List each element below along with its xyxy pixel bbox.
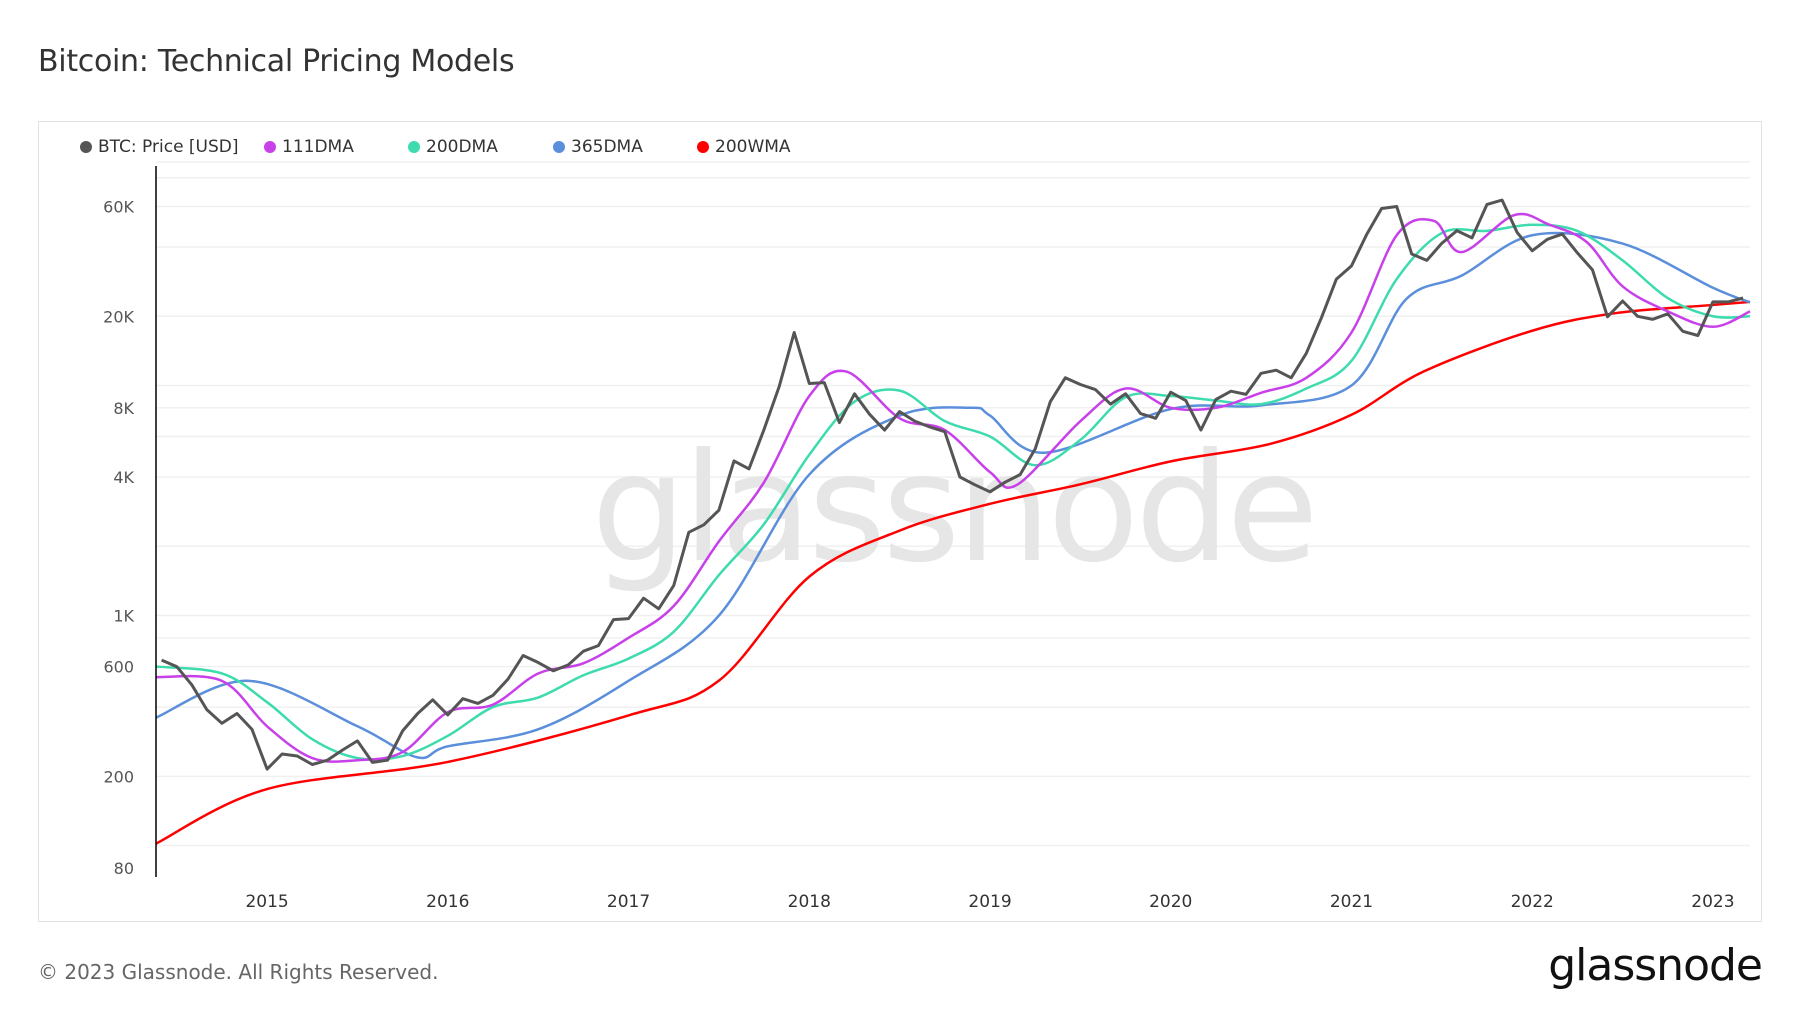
chart-panel — [38, 121, 1762, 922]
legend-item-200wma[interactable]: 200WMA — [697, 137, 791, 157]
series-200wma-line — [155, 300, 1751, 845]
x-tick-label: 2016 — [426, 892, 469, 912]
y-tick-label: 200 — [103, 767, 134, 786]
legend-dot-icon — [80, 141, 92, 153]
legend-item-111dma[interactable]: 111DMA — [264, 137, 408, 157]
x-tick-label: 2018 — [788, 892, 831, 912]
y-tick-label: 80 — [114, 859, 134, 878]
legend-item-200dma[interactable]: 200DMA — [408, 137, 553, 157]
legend-dot-icon — [408, 141, 420, 153]
x-tick-label: 2023 — [1691, 892, 1734, 912]
y-tick-label: 600 — [103, 658, 134, 677]
legend-label: BTC: Price [USD] — [98, 137, 239, 157]
legend-label: 200DMA — [426, 137, 498, 157]
y-tick-label: 60K — [103, 198, 134, 217]
series-200dma-line — [155, 223, 1751, 761]
watermark: glassnode — [591, 422, 1314, 596]
x-tick-label: 2022 — [1511, 892, 1554, 912]
y-tick-label: 20K — [103, 307, 134, 326]
series-btc-price-usd-line — [161, 198, 1744, 771]
legend-dot-icon — [553, 141, 565, 153]
x-tick-label: 2015 — [245, 892, 288, 912]
y-tick-label: 4K — [113, 468, 134, 487]
series-111dma-line — [155, 212, 1751, 763]
x-tick-label: 2017 — [607, 892, 650, 912]
series-365dma-line — [155, 231, 1751, 760]
legend-dot-icon — [697, 141, 709, 153]
legend: BTC: Price [USD] 111DMA 200DMA 365DMA 20… — [80, 137, 791, 157]
x-tick-label: 2020 — [1149, 892, 1192, 912]
legend-label: 200WMA — [715, 137, 791, 157]
legend-dot-icon — [264, 141, 276, 153]
legend-label: 365DMA — [571, 137, 643, 157]
x-tick-label: 2021 — [1330, 892, 1373, 912]
y-tick-label: 8K — [113, 399, 134, 418]
y-tick-label: 1K — [113, 607, 134, 626]
legend-item-price[interactable]: BTC: Price [USD] — [80, 137, 264, 157]
copyright: © 2023 Glassnode. All Rights Reserved. — [38, 960, 439, 984]
legend-label: 111DMA — [282, 137, 354, 157]
glassnode-logo[interactable]: glassnode — [1548, 940, 1763, 991]
page-title: Bitcoin: Technical Pricing Models — [38, 44, 515, 79]
x-tick-label: 2019 — [968, 892, 1011, 912]
legend-item-365dma[interactable]: 365DMA — [553, 137, 697, 157]
